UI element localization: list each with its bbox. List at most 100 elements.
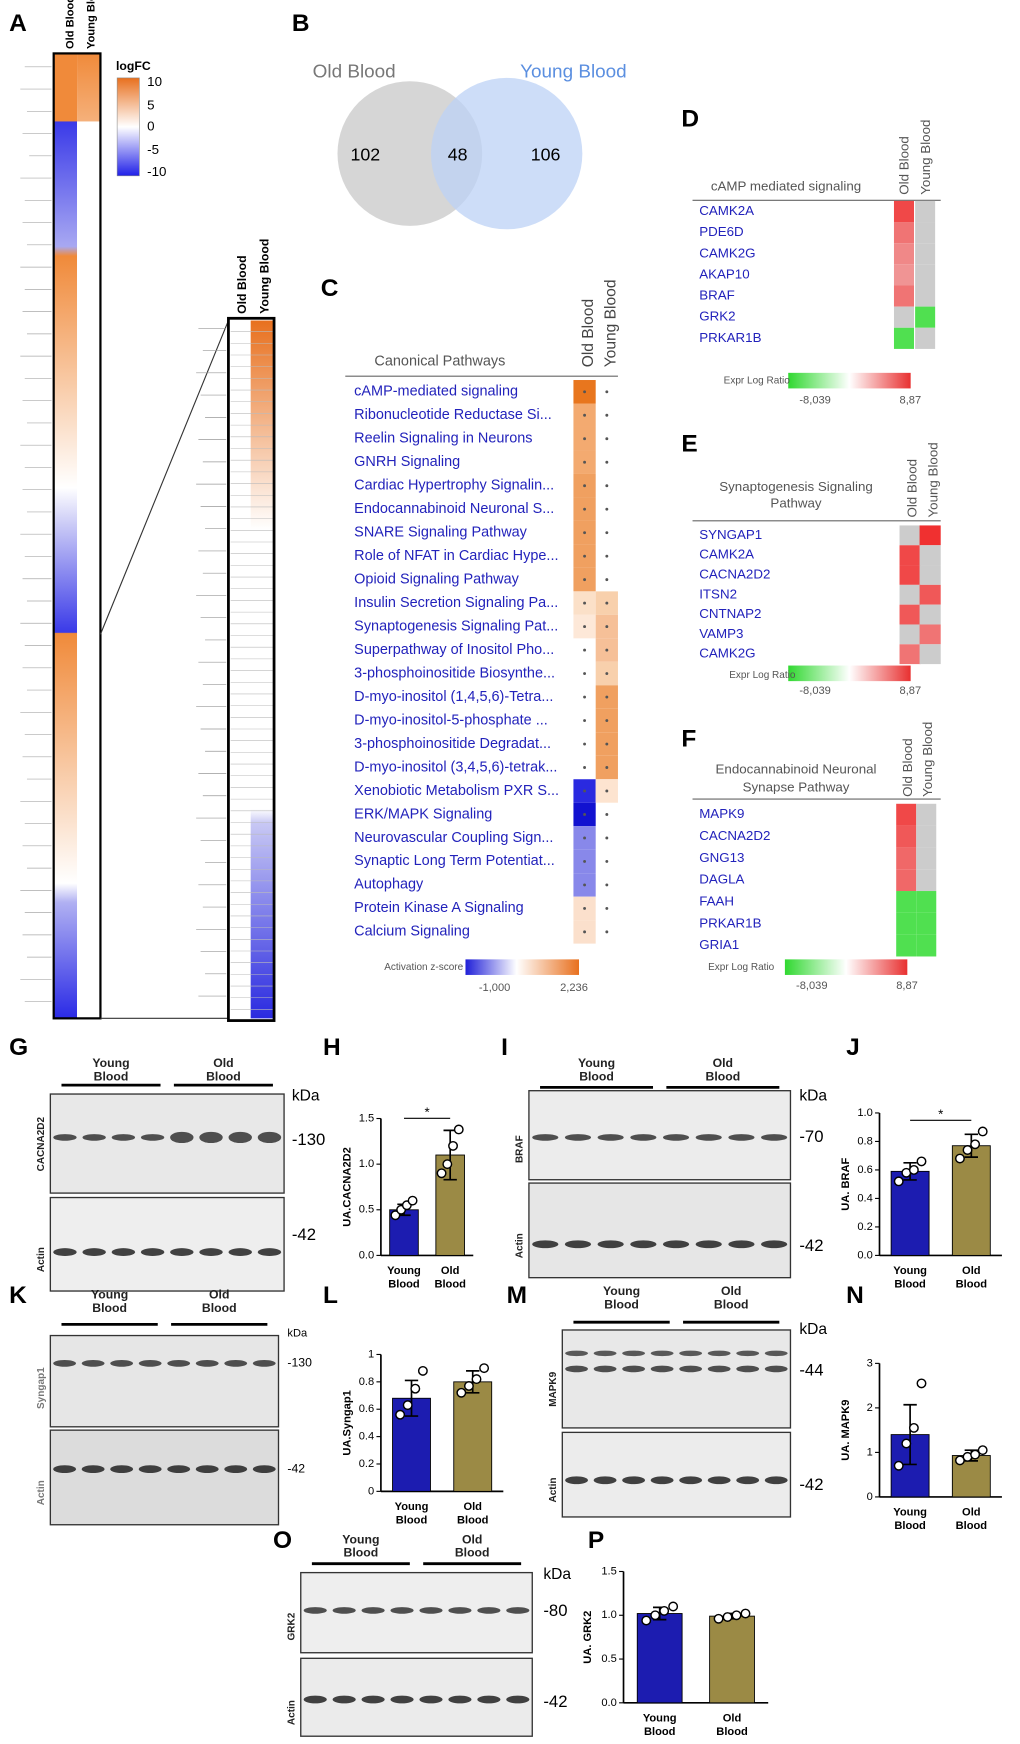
blot-band xyxy=(195,1360,219,1367)
blot-band xyxy=(140,1248,165,1256)
blot-band xyxy=(593,1476,617,1485)
zscore-legend-title: Activation z-score xyxy=(384,962,463,973)
cell-dot xyxy=(605,460,609,464)
blot-group-label: Young Blood xyxy=(92,1056,129,1083)
expr-legend-max: 8,87 xyxy=(900,395,922,407)
gene-cell xyxy=(915,222,936,244)
logfc-legend-bar xyxy=(116,77,140,177)
cell-dot xyxy=(605,672,609,676)
blot-band xyxy=(736,1476,760,1485)
gene-cell xyxy=(915,264,936,286)
blot-membrane xyxy=(561,1329,792,1429)
x-tick-label: Old Blood xyxy=(956,1506,988,1531)
cell-dot xyxy=(583,531,587,535)
blot-protein-label: MAPK9 xyxy=(548,1371,559,1406)
pathway-name: Autophagy xyxy=(354,877,424,893)
blot-band xyxy=(622,1476,646,1485)
cell-dot xyxy=(605,437,609,441)
blot-band xyxy=(224,1465,248,1473)
gene-cell xyxy=(919,584,941,605)
venn-young xyxy=(430,77,583,230)
data-point xyxy=(471,1374,482,1385)
data-point xyxy=(436,1168,447,1179)
data-point xyxy=(395,1409,406,1420)
gene-name: BRAF xyxy=(699,288,735,303)
blot-band xyxy=(564,1134,592,1141)
expr-legend-title: Expr Log Ratio xyxy=(729,670,796,681)
y-tick-label: 1.0 xyxy=(601,1609,616,1621)
gene-label-noise xyxy=(20,66,52,1002)
blot-band xyxy=(565,1476,588,1485)
blot-band xyxy=(707,1350,731,1357)
blot-band xyxy=(593,1350,617,1357)
blot-marker: -70 xyxy=(799,1127,823,1146)
gene-cell xyxy=(919,624,941,645)
gene-name: CACNA2D2 xyxy=(699,828,770,843)
blot-membrane xyxy=(561,1431,792,1518)
y-tick-label: 0.5 xyxy=(359,1204,374,1216)
gene-cell xyxy=(899,545,921,566)
gene-panel-title: Endocannabinoid Neuronal xyxy=(716,762,877,777)
blot-band xyxy=(110,1360,134,1367)
blot-protein-label: Actin xyxy=(36,1247,47,1272)
gene-name: CNTNAP2 xyxy=(699,606,761,621)
panel-label: D xyxy=(681,106,699,133)
pathway-name: Reelin Signaling in Neurons xyxy=(354,431,532,447)
blot-band xyxy=(361,1607,385,1614)
expr-legend-title: Expr Log Ratio xyxy=(724,375,791,386)
logfc-legend-title: logFC xyxy=(116,59,151,73)
blot-membrane xyxy=(528,1090,792,1181)
panel-label: C xyxy=(321,275,339,302)
blot-unit: kDa xyxy=(799,1087,827,1104)
y-tick-label: 0.2 xyxy=(857,1221,872,1233)
panel-label: K xyxy=(9,1282,27,1309)
heatmap-old-column xyxy=(53,53,78,1019)
cell-dot xyxy=(605,625,609,629)
y-axis-label: UA.Syngap1 xyxy=(341,1390,353,1455)
blot-band xyxy=(597,1134,624,1141)
cell-dot xyxy=(583,813,587,816)
blot-band xyxy=(448,1607,472,1614)
venn-set-label: Old Blood xyxy=(313,61,396,82)
blot-protein-label: BRAF xyxy=(515,1135,526,1163)
gene-cell xyxy=(896,825,917,848)
blot-group-label: Old Blood xyxy=(202,1288,237,1315)
pathway-name: 3-phosphoinositide Degradat... xyxy=(354,736,551,752)
gene-cell xyxy=(915,327,936,349)
blot-band xyxy=(764,1365,788,1373)
cell-dot xyxy=(583,859,587,863)
y-tick-label: 1.5 xyxy=(601,1565,616,1577)
cell-dot xyxy=(605,742,609,746)
blot-band xyxy=(477,1607,501,1614)
gene-panel-column-label: Old Blood xyxy=(904,459,919,518)
cell-dot xyxy=(605,390,609,394)
blot-band xyxy=(593,1365,617,1373)
x-tick-label: Old Blood xyxy=(956,1265,988,1290)
y-tick-label: 1.0 xyxy=(857,1107,872,1119)
cell-dot xyxy=(583,742,587,746)
blot-band xyxy=(622,1365,646,1373)
blot-group-label: Young Blood xyxy=(91,1288,128,1315)
blot-band xyxy=(140,1134,165,1141)
gene-cell xyxy=(893,243,915,265)
data-point xyxy=(407,1195,418,1206)
cell-dot xyxy=(583,578,587,582)
blot-band xyxy=(761,1240,788,1249)
logfc-legend-tick: 0 xyxy=(147,118,154,133)
cell-dot xyxy=(605,883,609,887)
gene-cell xyxy=(919,604,941,625)
gene-cell xyxy=(899,644,921,665)
blot-unit: kDa xyxy=(543,1566,571,1583)
logfc-legend-tick: -10 xyxy=(147,164,166,179)
gene-cell xyxy=(915,285,936,307)
y-tick-label: 1.0 xyxy=(359,1158,374,1170)
blot-band xyxy=(448,1695,472,1704)
y-axis-label: UA. GRK2 xyxy=(582,1611,594,1664)
cell-dot xyxy=(605,578,609,582)
pathways-title: Canonical Pathways xyxy=(374,354,505,370)
venn-count: 102 xyxy=(350,145,380,165)
pathway-name: Protein Kinase A Signaling xyxy=(354,900,524,916)
significance-mark: * xyxy=(424,1104,429,1119)
heatmap-frame xyxy=(52,52,102,1020)
